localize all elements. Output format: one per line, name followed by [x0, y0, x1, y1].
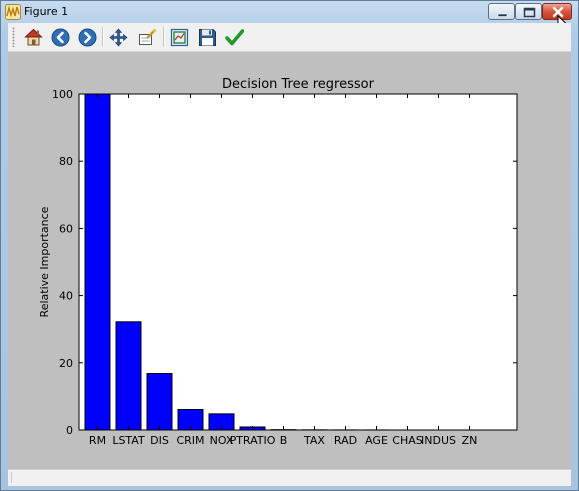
x-tick-label: RM	[89, 434, 106, 447]
bars-group	[84, 93, 390, 431]
x-tick-label: B	[280, 434, 288, 447]
forward-button[interactable]	[76, 26, 99, 48]
y-tick-label: 0	[66, 424, 73, 437]
matplotlib-app-icon	[5, 4, 21, 20]
x-tick-label: INDUS	[421, 434, 456, 447]
floppy-disk-icon	[199, 29, 216, 46]
navigation-toolbar	[8, 23, 571, 52]
subplots-config-icon	[170, 28, 189, 47]
toolbar-grip[interactable]	[12, 27, 15, 47]
y-tick-label: 40	[59, 290, 73, 303]
x-tick-label: AGE	[365, 434, 388, 447]
close-icon	[552, 6, 564, 18]
subplots-button[interactable]	[168, 26, 191, 48]
pan-button[interactable]	[107, 26, 130, 48]
x-tick-label: LSTAT	[112, 434, 145, 447]
move-arrows-icon	[109, 28, 128, 47]
status-bar	[8, 469, 571, 486]
minimize-icon	[497, 13, 508, 17]
edit-axes-button[interactable]	[223, 26, 246, 48]
minimize-button[interactable]	[488, 3, 515, 20]
toolbar-separator	[102, 27, 104, 47]
maximize-button[interactable]	[515, 3, 542, 20]
x-tick-label: DIS	[150, 434, 169, 447]
x-tick-label: CRIM	[176, 434, 204, 447]
y-tick-label: 80	[59, 155, 73, 168]
checkmark-icon	[225, 29, 244, 46]
toolbar-separator	[163, 27, 165, 47]
y-axis-label: Relative Importance	[38, 206, 51, 317]
bar-dis	[146, 373, 173, 431]
zoom-button[interactable]	[136, 26, 159, 48]
home-button[interactable]	[22, 26, 45, 48]
chart-title: Decision Tree regressor	[222, 77, 375, 92]
home-icon	[24, 28, 43, 46]
y-tick-label: 60	[59, 222, 73, 235]
back-arrow-icon	[51, 28, 70, 47]
status-divider	[11, 472, 12, 483]
zoom-rectangle-icon	[139, 28, 157, 45]
forward-arrow-icon	[78, 28, 97, 47]
back-button[interactable]	[49, 26, 72, 48]
window-title: Figure 1	[24, 5, 69, 18]
plot-area	[79, 94, 517, 430]
x-tick-label: ZN	[462, 434, 478, 447]
x-tick-label: NOX	[210, 434, 234, 447]
bar-rm	[84, 93, 111, 431]
save-button[interactable]	[196, 26, 219, 48]
x-tick-label: RAD	[334, 434, 357, 447]
x-tick-label: CHAS	[392, 434, 422, 447]
x-tick-label: TAX	[303, 434, 325, 447]
maximize-icon	[523, 7, 536, 18]
x-tick-label: PTRATIO	[230, 434, 276, 447]
bar-chart: Decision Tree regressor Relative Importa…	[8, 52, 571, 469]
axes-border	[78, 93, 518, 431]
bar-lstat	[115, 321, 142, 431]
y-tick-label: 20	[59, 357, 73, 370]
figure-canvas-area: Decision Tree regressor Relative Importa…	[8, 23, 571, 486]
close-button[interactable]	[542, 3, 572, 20]
y-tick-label: 100	[52, 88, 73, 101]
title-bar[interactable]: Figure 1	[1, 1, 578, 34]
